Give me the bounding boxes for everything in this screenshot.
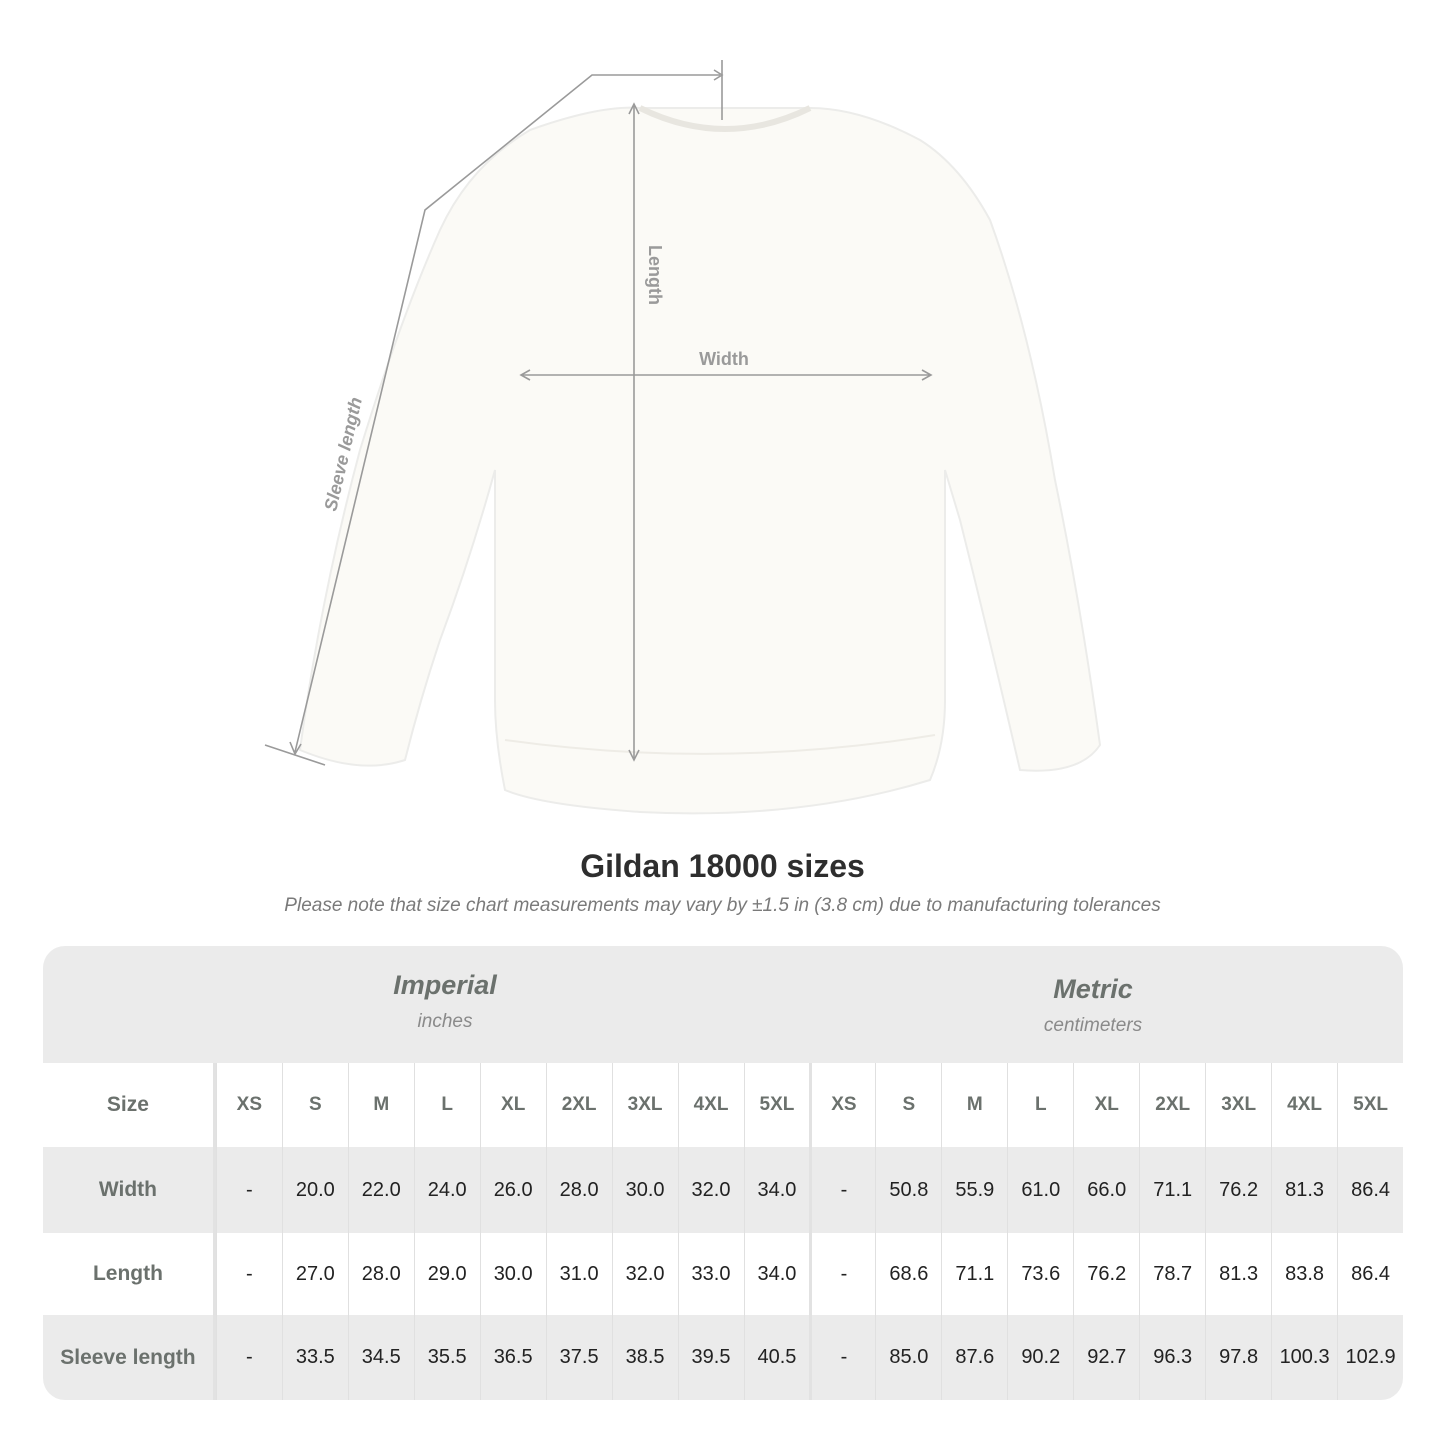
- metric-value-cell: 102.9: [1337, 1315, 1403, 1400]
- imperial-size-s: S: [281, 1063, 348, 1147]
- sweatshirt: [298, 105, 1102, 815]
- metric-value-cell: 81.3: [1271, 1147, 1337, 1233]
- imperial-value-cell: 20.0: [281, 1147, 348, 1233]
- metric-value-cell: -: [809, 1233, 875, 1315]
- imperial-value-cell: 40.5: [743, 1315, 810, 1400]
- metric-value-cell: 85.0: [875, 1315, 941, 1400]
- metric-title: Metric: [1053, 974, 1133, 1004]
- metric-value-cell: 50.8: [875, 1147, 941, 1233]
- metric-value-cell: 61.0: [1007, 1147, 1073, 1233]
- metric-value-cell: 76.2: [1073, 1233, 1139, 1315]
- metric-value-cell: 71.1: [1139, 1147, 1205, 1233]
- imperial-value-cell: 37.5: [545, 1315, 612, 1400]
- imperial-size-m: M: [347, 1063, 414, 1147]
- imperial-value-cell: 36.5: [479, 1315, 546, 1400]
- imperial-value-cell: 31.0: [545, 1233, 612, 1315]
- imperial-size-xs: XS: [215, 1063, 282, 1147]
- size-header-row: Size XS S M L XL 2XL 3XL 4XL 5XL XS S M L XL 2XL 3XL 4XL 5…: [43, 1063, 1403, 1147]
- metric-value-cell: 83.8: [1271, 1233, 1337, 1315]
- imperial-value-cell: 34.0: [743, 1147, 810, 1233]
- unit-header-band: [43, 946, 1403, 1063]
- length-label: Length: [645, 245, 665, 305]
- metric-unit: centimeters: [1043, 1015, 1143, 1036]
- imperial-size-xl: XL: [479, 1063, 546, 1147]
- size-table: Imperial inches Metric centimeters Size X…: [43, 946, 1403, 1400]
- metric-size-4xl: 4XL: [1271, 1063, 1337, 1147]
- imperial-value-cell: -: [215, 1147, 282, 1233]
- metric-value-cell: -: [809, 1147, 875, 1233]
- metric-value-cell: 68.6: [875, 1233, 941, 1315]
- imperial-value-cell: 32.0: [677, 1147, 744, 1233]
- metric-value-cell: 90.2: [1007, 1315, 1073, 1400]
- metric-value-cell: -: [809, 1315, 875, 1400]
- table-row-width: Width -20.0 22.0 24.0 26.0 28.0 30.0 32.0 34.0-5…: [43, 1147, 1403, 1233]
- imperial-value-cell: 24.0: [413, 1147, 480, 1233]
- metric-size-l: L: [1007, 1063, 1073, 1147]
- metric-value-cell: 73.6: [1007, 1233, 1073, 1315]
- imperial-value-cell: 35.5: [413, 1315, 480, 1400]
- imperial-value-cell: 30.0: [611, 1147, 678, 1233]
- imperial-value-cell: 28.0: [545, 1147, 612, 1233]
- metric-value-cell: 86.4: [1337, 1147, 1403, 1233]
- row-label: Width: [43, 1147, 216, 1233]
- metric-value-cell: 81.3: [1205, 1233, 1271, 1315]
- row-label: Sleeve length: [43, 1315, 216, 1400]
- imperial-size-3xl: 3XL: [611, 1063, 678, 1147]
- metric-value-cell: 87.6: [941, 1315, 1007, 1400]
- imperial-value-cell: 32.0: [611, 1233, 678, 1315]
- table-row-sleeve-length: Sleeve length -33.5 34.5 35.5 36.5 37.5 38.5 39…: [43, 1315, 1403, 1400]
- metric-value-cell: 78.7: [1139, 1233, 1205, 1315]
- size-label: Size: [43, 1063, 216, 1147]
- tolerance-note: Please note that size chart measurements…: [284, 895, 1161, 916]
- metric-size-xl: XL: [1073, 1063, 1139, 1147]
- metric-value-cell: 100.3: [1271, 1315, 1337, 1400]
- imperial-size-2xl: 2XL: [545, 1063, 612, 1147]
- metric-size-3xl: 3XL: [1205, 1063, 1271, 1147]
- imperial-value-cell: 34.0: [743, 1233, 810, 1315]
- imperial-size-4xl: 4XL: [677, 1063, 744, 1147]
- metric-value-cell: 71.1: [941, 1233, 1007, 1315]
- table-row-length: Length -27.0 28.0 29.0 30.0 31.0 32.0 33.0 34.0-…: [43, 1233, 1403, 1315]
- imperial-value-cell: 38.5: [611, 1315, 678, 1400]
- measurement-lines: [264, 60, 933, 766]
- metric-value-cell: 96.3: [1139, 1315, 1205, 1400]
- imperial-value-cell: 29.0: [413, 1233, 480, 1315]
- imperial-value-cell: 28.0: [347, 1233, 414, 1315]
- imperial-value-cell: 34.5: [347, 1315, 414, 1400]
- imperial-unit: inches: [417, 1011, 473, 1032]
- sleeve-length-line: [294, 74, 720, 753]
- imperial-value-cell: 33.5: [281, 1315, 348, 1400]
- page-title: Gildan 18000 sizes: [580, 848, 865, 884]
- imperial-size-5xl: 5XL: [743, 1063, 810, 1147]
- imperial-value-cell: 22.0: [347, 1147, 414, 1233]
- metric-value-cell: 55.9: [941, 1147, 1007, 1233]
- metric-size-s: S: [875, 1063, 941, 1147]
- imperial-value-cell: 27.0: [281, 1233, 348, 1315]
- metric-size-2xl: 2XL: [1139, 1063, 1205, 1147]
- metric-size-m: M: [941, 1063, 1007, 1147]
- metric-value-cell: 92.7: [1073, 1315, 1139, 1400]
- imperial-value-cell: 33.0: [677, 1233, 744, 1315]
- width-label: Width: [699, 349, 749, 369]
- metric-value-cell: 66.0: [1073, 1147, 1139, 1233]
- imperial-title: Imperial: [393, 970, 497, 1000]
- metric-size-xs: XS: [809, 1063, 875, 1147]
- sweatshirt-illustration: Length Width Sleeve length: [264, 60, 1102, 815]
- imperial-value-cell: 26.0: [479, 1147, 546, 1233]
- row-label: Length: [43, 1233, 216, 1315]
- metric-value-cell: 97.8: [1205, 1315, 1271, 1400]
- metric-size-5xl: 5XL: [1337, 1063, 1403, 1147]
- imperial-size-l: L: [413, 1063, 480, 1147]
- imperial-value-cell: -: [215, 1315, 282, 1400]
- metric-value-cell: 76.2: [1205, 1147, 1271, 1233]
- imperial-header: Imperial inches: [245, 970, 645, 1033]
- metric-header: Metric centimeters: [893, 974, 1293, 1037]
- imperial-value-cell: 39.5: [677, 1315, 744, 1400]
- imperial-value-cell: -: [215, 1233, 282, 1315]
- imperial-value-cell: 30.0: [479, 1233, 546, 1315]
- metric-value-cell: 86.4: [1337, 1233, 1403, 1315]
